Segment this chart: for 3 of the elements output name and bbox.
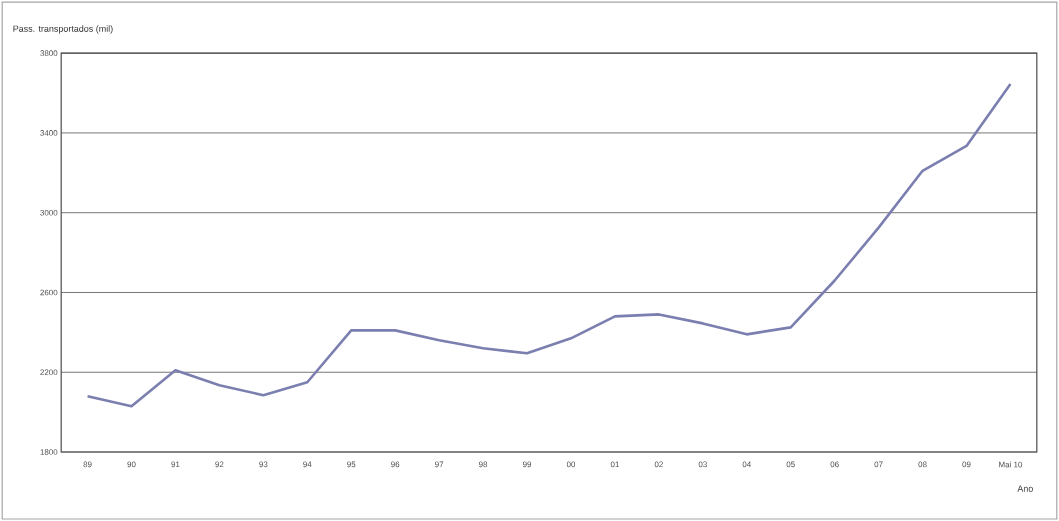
y-axis-title: Pass. transportados (mil) (13, 25, 113, 34)
x-axis-title: Ano (1017, 485, 1033, 492)
line-series (86, 82, 1012, 408)
